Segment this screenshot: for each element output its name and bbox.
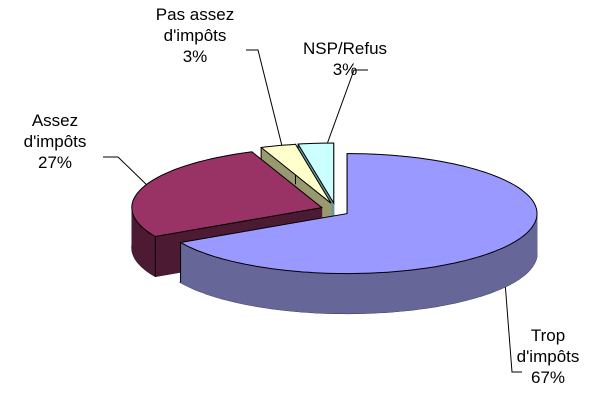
slice-side bbox=[292, 270, 299, 312]
slice-side bbox=[314, 272, 321, 314]
slice-side bbox=[514, 239, 518, 283]
slice-side bbox=[265, 267, 272, 309]
leader-line bbox=[103, 156, 153, 191]
slice-side bbox=[347, 273, 355, 314]
slice-side bbox=[319, 272, 327, 314]
slice-side bbox=[414, 268, 421, 310]
slice-side bbox=[492, 250, 497, 293]
slice-side bbox=[521, 234, 525, 278]
slice-side bbox=[409, 269, 416, 311]
slice-side bbox=[330, 273, 338, 314]
slice-side bbox=[145, 229, 149, 273]
slice-side bbox=[495, 248, 500, 292]
slice-side bbox=[353, 273, 361, 314]
category-label: Trop d'impôts bbox=[516, 326, 580, 366]
slice-side bbox=[454, 261, 460, 304]
slice-side bbox=[398, 270, 405, 312]
slice-side bbox=[502, 245, 507, 289]
slice-top bbox=[179, 153, 538, 275]
slice-side bbox=[359, 272, 366, 314]
slice-side bbox=[275, 268, 282, 311]
value-label: 3% bbox=[332, 60, 358, 79]
slice-side bbox=[463, 259, 469, 302]
slice-side bbox=[308, 271, 315, 314]
slice-side bbox=[255, 265, 262, 308]
slice-side bbox=[370, 272, 377, 314]
slice-side bbox=[342, 273, 349, 314]
slice-side bbox=[508, 242, 513, 286]
slice-side bbox=[468, 258, 474, 301]
slice-label: Assez d'impôts 27% bbox=[9, 110, 101, 173]
slice-label: NSP/Refus 3% bbox=[290, 38, 400, 80]
slice-side bbox=[440, 264, 446, 307]
slice-side bbox=[147, 231, 151, 274]
slice-side bbox=[381, 271, 389, 313]
slice-side bbox=[511, 241, 516, 284]
slice-side bbox=[376, 272, 383, 314]
category-label: Pas assez d'impôts bbox=[155, 5, 235, 45]
slice-label: Pas assez d'impôts 3% bbox=[140, 4, 250, 67]
category-label: Assez d'impôts bbox=[23, 111, 87, 151]
slice-side bbox=[260, 266, 267, 309]
slice-side bbox=[488, 251, 493, 294]
slice-side bbox=[459, 260, 465, 303]
slice-side bbox=[480, 254, 486, 297]
slice-side bbox=[516, 238, 521, 281]
slice-side bbox=[449, 262, 456, 305]
slice-side bbox=[403, 269, 410, 312]
slice-side bbox=[430, 266, 436, 308]
slice-side bbox=[250, 264, 257, 307]
leader-line bbox=[321, 69, 368, 159]
slice-side bbox=[435, 265, 441, 308]
slice-side bbox=[364, 272, 372, 314]
slice-side bbox=[149, 232, 153, 276]
slice-side bbox=[472, 256, 478, 299]
slice-side bbox=[505, 244, 510, 287]
slice-top bbox=[297, 142, 335, 205]
slice-side bbox=[519, 236, 523, 280]
slice-side bbox=[297, 271, 304, 313]
slice-top bbox=[131, 151, 323, 238]
slice-side bbox=[325, 272, 332, 314]
slice-side bbox=[387, 271, 394, 313]
slice-side bbox=[270, 268, 277, 310]
slice-side bbox=[499, 247, 504, 290]
leader-line bbox=[504, 281, 522, 373]
value-label: 67% bbox=[530, 368, 566, 387]
slice-side bbox=[336, 273, 343, 314]
slice-top bbox=[259, 143, 332, 204]
leader-line bbox=[246, 49, 286, 159]
slice-side bbox=[424, 267, 431, 309]
slice-label: Trop d'impôts 67% bbox=[503, 325, 593, 388]
slice-side bbox=[419, 267, 426, 310]
value-label: 3% bbox=[182, 47, 208, 66]
slice-side bbox=[302, 271, 310, 313]
slice-side bbox=[484, 253, 490, 296]
slice-side bbox=[392, 270, 400, 313]
value-label: 27% bbox=[37, 153, 73, 172]
slice-side bbox=[445, 263, 451, 306]
slice-side bbox=[281, 269, 288, 311]
slice-side bbox=[476, 255, 482, 298]
slice-side bbox=[286, 270, 293, 312]
category-label: NSP/Refus bbox=[302, 39, 388, 58]
